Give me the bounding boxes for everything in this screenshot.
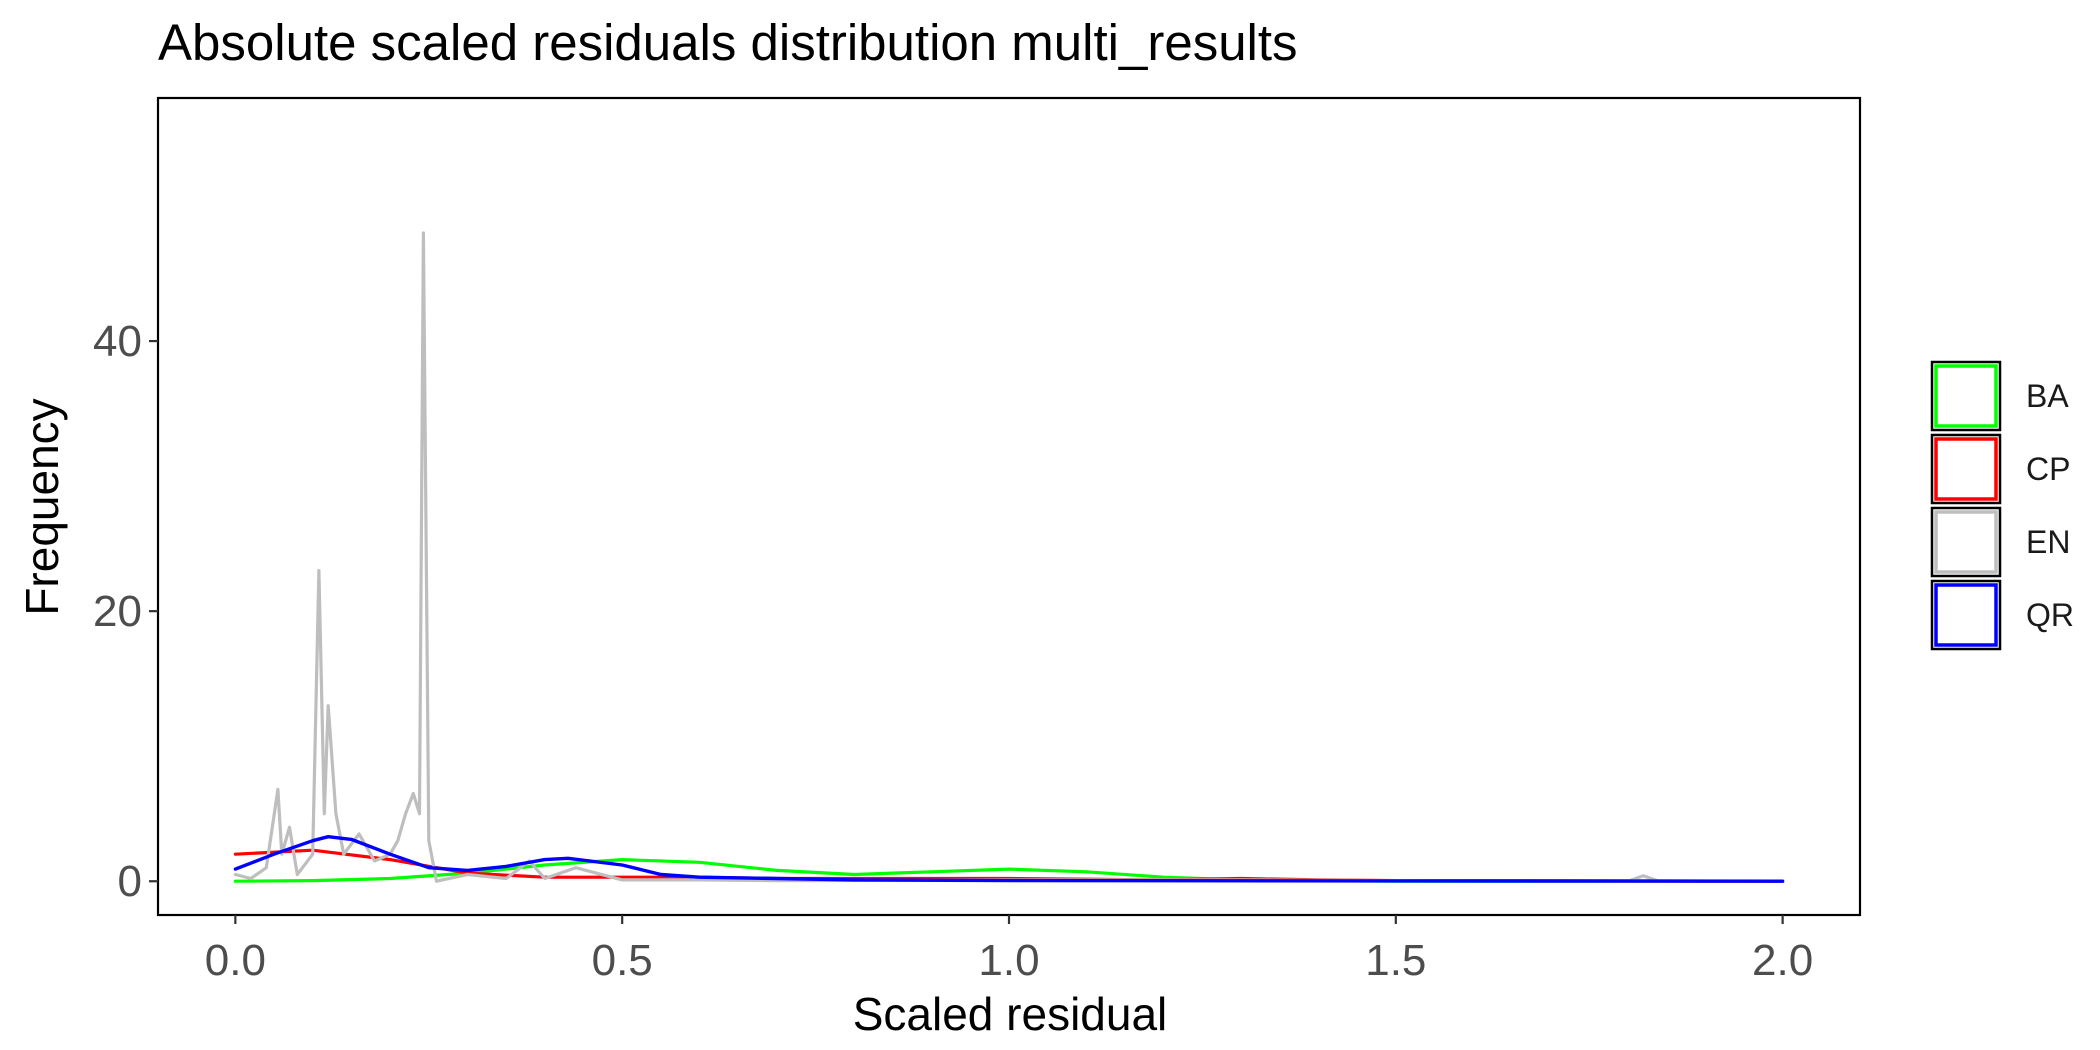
legend-item-en: EN [1930, 506, 2070, 578]
legend-key [1934, 437, 1998, 501]
x-tick-label: 2.0 [1752, 936, 1813, 985]
x-tick-label: 1.5 [1365, 936, 1426, 985]
x-tick-label: 0.5 [592, 936, 653, 985]
legend: BA CP EN QR [1930, 360, 2074, 651]
plot-panel [156, 96, 1862, 917]
series-layer [233, 231, 1785, 883]
series-line-qr [233, 835, 1785, 883]
y-tick-label: 40 [93, 317, 142, 366]
y-tick-label: 20 [93, 587, 142, 636]
legend-key [1934, 364, 1998, 428]
legend-label: BA [2026, 378, 2069, 414]
legend-key [1934, 510, 1998, 574]
legend-label: QR [2026, 597, 2074, 633]
x-axis-title: Scaled residual [853, 988, 1168, 1040]
y-tick-label: 0 [118, 857, 142, 906]
chart-title: Absolute scaled residuals distribution m… [158, 14, 1298, 71]
legend-item-cp: CP [1930, 433, 2070, 505]
y-axis-title: Frequency [16, 398, 68, 615]
x-tick-label: 0.0 [205, 936, 266, 985]
x-axis: 0.0 0.5 1.0 1.5 2.0 [205, 915, 1813, 985]
legend-key [1934, 583, 1998, 647]
x-tick-label: 1.0 [978, 936, 1039, 985]
legend-label: CP [2026, 451, 2070, 487]
legend-item-qr: QR [1930, 579, 2074, 651]
y-axis: 0 20 40 [93, 317, 158, 906]
legend-label: EN [2026, 524, 2070, 560]
legend-item-ba: BA [1930, 360, 2069, 432]
